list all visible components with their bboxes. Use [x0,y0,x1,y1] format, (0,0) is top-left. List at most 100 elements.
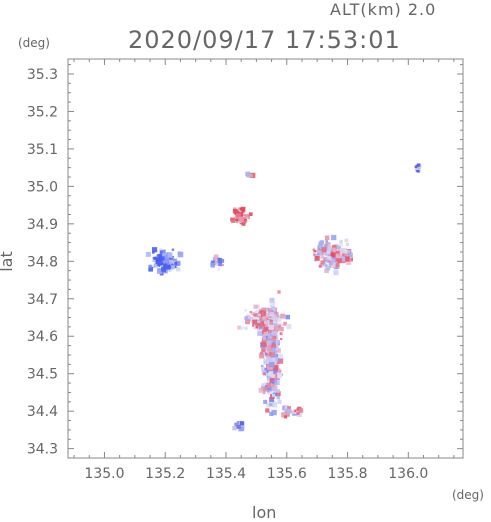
data-cell [345,242,350,247]
data-cell [145,251,151,257]
data-cell [257,330,263,336]
data-cell [170,265,175,270]
data-cell [238,425,245,432]
data-cell [278,324,281,328]
x-tick-label: 135.6 [267,466,307,482]
data-cell [267,345,273,352]
data-cell [279,370,282,373]
data-cell [272,330,277,336]
x-unit-label: (deg) [452,488,484,502]
data-cell [148,266,153,272]
data-cell [269,397,275,403]
x-tick-label: 135.4 [206,466,246,482]
data-cell [245,319,251,325]
data-cell [252,324,255,327]
data-cell [273,365,279,371]
plot-frame [67,58,464,459]
data-cell [156,265,159,269]
x-axis-label: lon [252,503,277,522]
data-cell [257,326,261,331]
data-cell [282,405,288,411]
data-cell [268,328,273,333]
data-cell [347,257,352,262]
data-cell [344,256,350,262]
data-cell [267,375,271,379]
data-cell [328,250,334,257]
data-cell [335,250,340,255]
data-cell [265,330,269,334]
data-cell [271,347,277,353]
data-cell [287,406,292,410]
data-cell [252,314,259,320]
data-cell [157,264,161,267]
data-cell [277,399,282,404]
data-cell [255,310,259,313]
data-cell [237,211,240,214]
data-cell [163,260,169,266]
data-cell [262,336,267,341]
data-cell [347,251,350,254]
data-cell [230,217,235,222]
data-cell [340,248,346,254]
data-cell [342,252,347,257]
data-cell [264,381,268,385]
data-cell [414,165,420,171]
data-cell [175,260,181,266]
data-cell [285,412,290,417]
data-cell [286,324,292,330]
data-cell [337,245,342,250]
data-cell [161,266,167,272]
data-cell [263,311,267,315]
data-cell [280,338,283,341]
data-cell [325,264,328,267]
data-cell [326,256,332,262]
data-cell [266,382,272,389]
data-cell [265,355,270,359]
data-cell [321,247,327,253]
y-unit-label: (deg) [18,36,50,50]
data-cell [153,263,158,268]
data-cell [332,247,336,252]
data-cell [323,264,326,267]
data-cell [267,316,272,321]
data-cell [344,238,349,243]
data-cell [244,326,248,330]
data-cell [159,256,165,262]
data-cell [263,387,268,392]
data-cell [157,268,163,274]
data-cell [348,252,353,258]
data-cell [320,254,325,259]
data-cell [271,374,276,378]
data-cell [162,260,166,264]
data-cell [272,377,277,382]
data-cell [275,391,281,396]
data-cell [252,319,258,325]
data-cell [275,340,280,344]
data-cell [214,260,219,265]
data-cell [344,250,348,254]
data-cell [264,315,270,321]
data-cell [298,408,304,413]
data-cell [236,220,239,224]
data-cell [248,316,254,322]
data-cell [328,260,331,263]
data-cell [270,340,276,346]
data-cell [221,264,224,267]
data-cell [296,412,300,416]
data-cell [148,264,152,269]
data-cell [262,391,266,395]
y-tick-label: 35.0 [27,179,58,195]
data-cell [275,348,278,351]
data-cell [278,318,282,322]
data-cell [328,260,333,266]
data-cell [239,210,242,213]
data-cell [271,393,276,398]
data-cell [330,252,336,258]
data-cell [325,265,331,271]
data-cell [159,248,162,251]
data-cell [313,249,317,253]
data-cell [171,255,174,259]
data-cell [294,409,297,412]
data-cell [273,368,278,373]
